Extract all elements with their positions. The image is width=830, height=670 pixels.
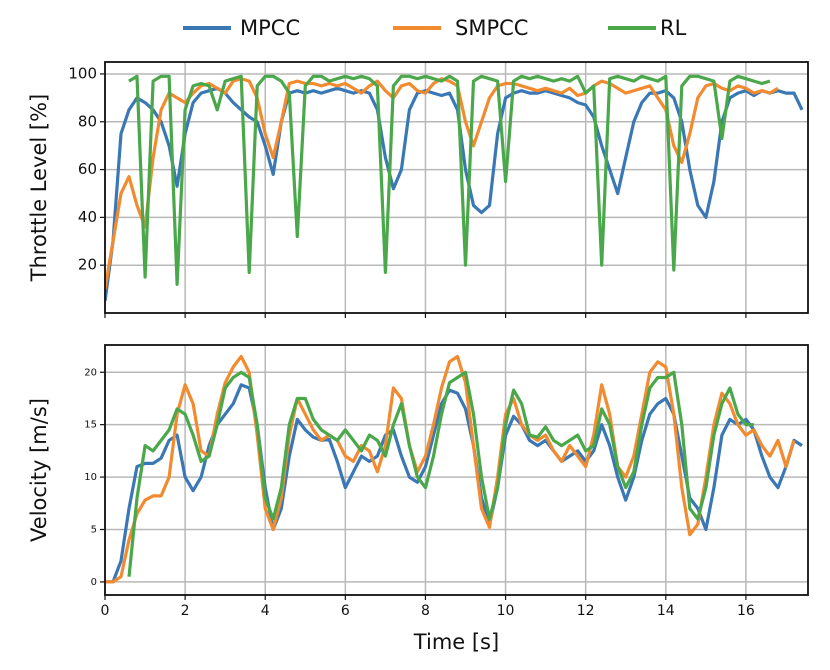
plot-frame [104,344,809,596]
y-tick-label: 20 [78,256,97,274]
y-tick-label: 60 [78,160,97,178]
x-tick-label: 8 [421,603,430,619]
y-tick-label: 5 [91,524,97,535]
x-tick-label: 12 [577,603,595,619]
x-tick-label: 6 [341,603,350,619]
y-axis-label: Velocity [m/s] [27,398,51,542]
x-axis-label: Time [s] [413,630,499,654]
y-tick-label: 15 [84,420,97,431]
y-tick-label: 10 [84,472,97,483]
x-tick-label: 0 [101,603,110,619]
series-line [105,86,804,302]
plot-frame [104,61,809,314]
series-line [127,370,754,577]
y-tick-label: 80 [78,112,97,130]
x-tick-label: 4 [261,603,270,619]
legend-label: SMPCC [455,16,528,40]
series-line [105,354,796,584]
y-tick-label: 0 [91,577,97,588]
y-axis-label: Throttle Level [%] [27,94,51,283]
series-line [128,74,771,286]
legend-label: RL [660,16,687,40]
y-tick-label: 40 [78,208,97,226]
legend-label: MPCC [240,16,300,40]
x-tick-label: 2 [181,603,190,619]
y-tick-label: 20 [84,367,97,378]
x-tick-label: 10 [497,603,515,619]
y-tick-label: 100 [68,64,97,82]
x-tick-label: 16 [737,603,755,619]
series-line [105,383,803,584]
x-tick-label: 14 [657,603,675,619]
